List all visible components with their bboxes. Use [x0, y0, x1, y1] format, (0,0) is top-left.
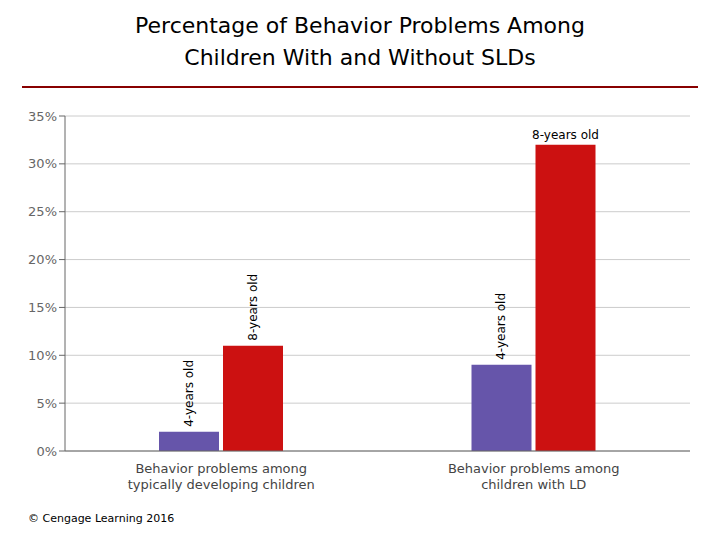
svg-text:Behavior problems among: Behavior problems among [135, 461, 307, 476]
svg-text:35%: 35% [28, 109, 57, 124]
svg-text:30%: 30% [28, 156, 57, 171]
html-text:Percentage of Behavior Problem: Percentage of Behavior Problems Among [135, 13, 585, 38]
html-text:© Cengage Learning 2016: © Cengage Learning 2016 [28, 512, 175, 525]
svg-text:20%: 20% [28, 252, 57, 267]
svg-text:4-years old: 4-years old [495, 293, 509, 360]
svg-text:0%: 0% [36, 444, 57, 459]
svg-text:children with LD: children with LD [481, 477, 586, 492]
svg-text:4-years old: 4-years old [182, 360, 196, 427]
svg-text:8-years old: 8-years old [532, 128, 599, 142]
html-text:Children With and Without SLDs: Children With and Without SLDs [184, 45, 536, 70]
svg-text:Behavior problems among: Behavior problems among [448, 461, 620, 476]
svg-text:8-years old: 8-years old [246, 274, 260, 341]
svg-text:10%: 10% [28, 348, 57, 363]
svg-text:15%: 15% [28, 300, 57, 315]
svg-text:typically developing children: typically developing children [128, 477, 315, 492]
svg-text:5%: 5% [36, 396, 57, 411]
svg-text:25%: 25% [28, 204, 57, 219]
